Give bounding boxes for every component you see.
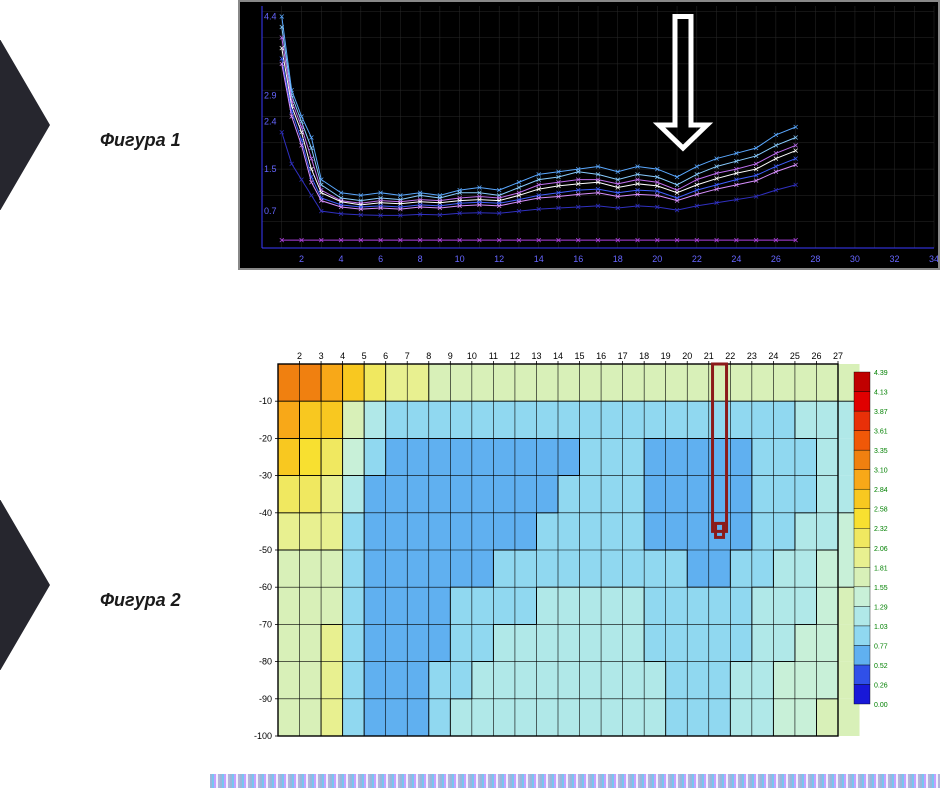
svg-text:24: 24 [731, 254, 741, 264]
svg-text:12: 12 [494, 254, 504, 264]
svg-text:-60: -60 [259, 582, 272, 592]
figure-1-label: Фигура 1 [100, 130, 181, 151]
svg-text:-20: -20 [259, 433, 272, 443]
svg-text:-70: -70 [259, 619, 272, 629]
svg-text:1.81: 1.81 [874, 565, 888, 572]
svg-text:-50: -50 [259, 545, 272, 555]
svg-text:4.39: 4.39 [874, 370, 888, 377]
svg-text:0.7: 0.7 [264, 206, 277, 216]
svg-text:14: 14 [553, 351, 563, 361]
svg-text:2.9: 2.9 [264, 90, 277, 100]
svg-text:3.61: 3.61 [874, 429, 888, 436]
svg-text:3.87: 3.87 [874, 409, 888, 416]
svg-text:32: 32 [889, 254, 899, 264]
svg-text:0.52: 0.52 [874, 663, 888, 670]
svg-text:22: 22 [692, 254, 702, 264]
svg-text:14: 14 [534, 254, 544, 264]
svg-text:4: 4 [340, 351, 345, 361]
figure-2-label: Фигура 2 [100, 590, 181, 611]
svg-text:2.4: 2.4 [264, 117, 277, 127]
svg-text:4: 4 [339, 254, 344, 264]
svg-text:13: 13 [531, 351, 541, 361]
svg-text:16: 16 [596, 351, 606, 361]
svg-text:8: 8 [426, 351, 431, 361]
svg-text:25: 25 [790, 351, 800, 361]
svg-text:7: 7 [405, 351, 410, 361]
svg-text:2.58: 2.58 [874, 507, 888, 514]
svg-text:4.13: 4.13 [874, 390, 888, 397]
svg-text:0.77: 0.77 [874, 643, 888, 650]
decorative-noise-bar [210, 774, 940, 788]
figure-1-line-chart: 2468101214161820222426283032340.71.52.42… [238, 0, 940, 270]
svg-text:5: 5 [362, 351, 367, 361]
svg-text:-100: -100 [254, 731, 272, 741]
svg-text:8: 8 [418, 254, 423, 264]
svg-text:-40: -40 [259, 508, 272, 518]
svg-text:28: 28 [810, 254, 820, 264]
svg-text:0.26: 0.26 [874, 682, 888, 689]
svg-text:1.29: 1.29 [874, 604, 888, 611]
svg-text:15: 15 [575, 351, 585, 361]
svg-text:1.55: 1.55 [874, 585, 888, 592]
svg-text:3.10: 3.10 [874, 468, 888, 475]
svg-text:20: 20 [682, 351, 692, 361]
svg-text:34: 34 [929, 254, 938, 264]
svg-text:2: 2 [297, 351, 302, 361]
svg-text:9: 9 [448, 351, 453, 361]
svg-text:-90: -90 [259, 694, 272, 704]
svg-text:16: 16 [573, 254, 583, 264]
svg-text:2.32: 2.32 [874, 526, 888, 533]
svg-text:11: 11 [489, 351, 498, 361]
svg-text:23: 23 [747, 351, 757, 361]
svg-text:12: 12 [510, 351, 520, 361]
svg-text:-80: -80 [259, 657, 272, 667]
svg-text:4.4: 4.4 [264, 12, 277, 22]
svg-text:26: 26 [811, 351, 821, 361]
svg-text:3.35: 3.35 [874, 448, 888, 455]
svg-text:18: 18 [613, 254, 623, 264]
svg-text:2.06: 2.06 [874, 546, 888, 553]
svg-text:10: 10 [467, 351, 477, 361]
figure-2-heatmap: 2345678910111213141516171819202122232425… [238, 346, 898, 746]
svg-text:1.5: 1.5 [264, 164, 277, 174]
svg-text:24: 24 [768, 351, 778, 361]
svg-text:6: 6 [383, 351, 388, 361]
svg-text:22: 22 [725, 351, 735, 361]
svg-text:10: 10 [455, 254, 465, 264]
svg-text:20: 20 [652, 254, 662, 264]
svg-text:21: 21 [704, 351, 714, 361]
svg-text:6: 6 [378, 254, 383, 264]
svg-text:-30: -30 [259, 471, 272, 481]
svg-text:26: 26 [771, 254, 781, 264]
svg-text:27: 27 [833, 351, 843, 361]
svg-text:3: 3 [319, 351, 324, 361]
svg-text:2: 2 [299, 254, 304, 264]
svg-text:0.00: 0.00 [874, 702, 888, 709]
svg-text:19: 19 [661, 351, 671, 361]
svg-text:-10: -10 [259, 396, 272, 406]
svg-text:1.03: 1.03 [874, 624, 888, 631]
svg-text:2.84: 2.84 [874, 487, 888, 494]
svg-text:18: 18 [639, 351, 649, 361]
svg-text:30: 30 [850, 254, 860, 264]
svg-text:17: 17 [618, 351, 628, 361]
